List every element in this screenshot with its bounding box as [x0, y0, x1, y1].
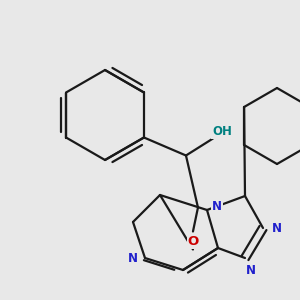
Text: N: N [212, 200, 222, 212]
Text: O: O [187, 235, 199, 248]
Text: OH: OH [212, 125, 232, 138]
Text: N: N [128, 251, 138, 265]
Text: N: N [272, 221, 282, 235]
Text: N: N [246, 263, 256, 277]
